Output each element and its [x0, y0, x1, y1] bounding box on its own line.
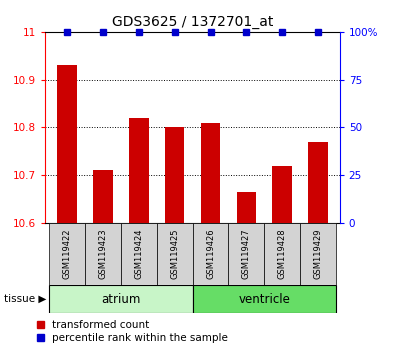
Legend: transformed count, percentile rank within the sample: transformed count, percentile rank withi…	[37, 320, 228, 343]
Bar	[165, 127, 184, 223]
Text: GSM119427: GSM119427	[242, 229, 251, 279]
Text: GSM119428: GSM119428	[278, 229, 287, 279]
Text: ventricle: ventricle	[239, 293, 290, 306]
Bar	[193, 285, 336, 313]
Text: atrium: atrium	[101, 293, 141, 306]
Text: GSM119423: GSM119423	[98, 229, 107, 279]
Text: GSM119425: GSM119425	[170, 229, 179, 279]
Bar	[57, 65, 77, 223]
Bar	[201, 123, 220, 223]
Bar	[237, 192, 256, 223]
Bar	[49, 223, 85, 285]
Bar	[193, 223, 228, 285]
Bar	[308, 142, 328, 223]
Bar	[93, 170, 113, 223]
Bar	[85, 223, 121, 285]
Text: tissue ▶: tissue ▶	[4, 294, 46, 304]
Bar	[121, 223, 157, 285]
Text: GSM119422: GSM119422	[62, 229, 71, 279]
Bar	[264, 223, 300, 285]
Bar	[228, 223, 264, 285]
Title: GDS3625 / 1372701_at: GDS3625 / 1372701_at	[112, 16, 273, 29]
Bar	[129, 118, 149, 223]
Text: GSM119429: GSM119429	[314, 229, 323, 279]
Bar	[157, 223, 193, 285]
Text: GSM119424: GSM119424	[134, 229, 143, 279]
Bar	[300, 223, 336, 285]
Text: GSM119426: GSM119426	[206, 229, 215, 279]
Bar	[49, 285, 193, 313]
Bar	[273, 166, 292, 223]
